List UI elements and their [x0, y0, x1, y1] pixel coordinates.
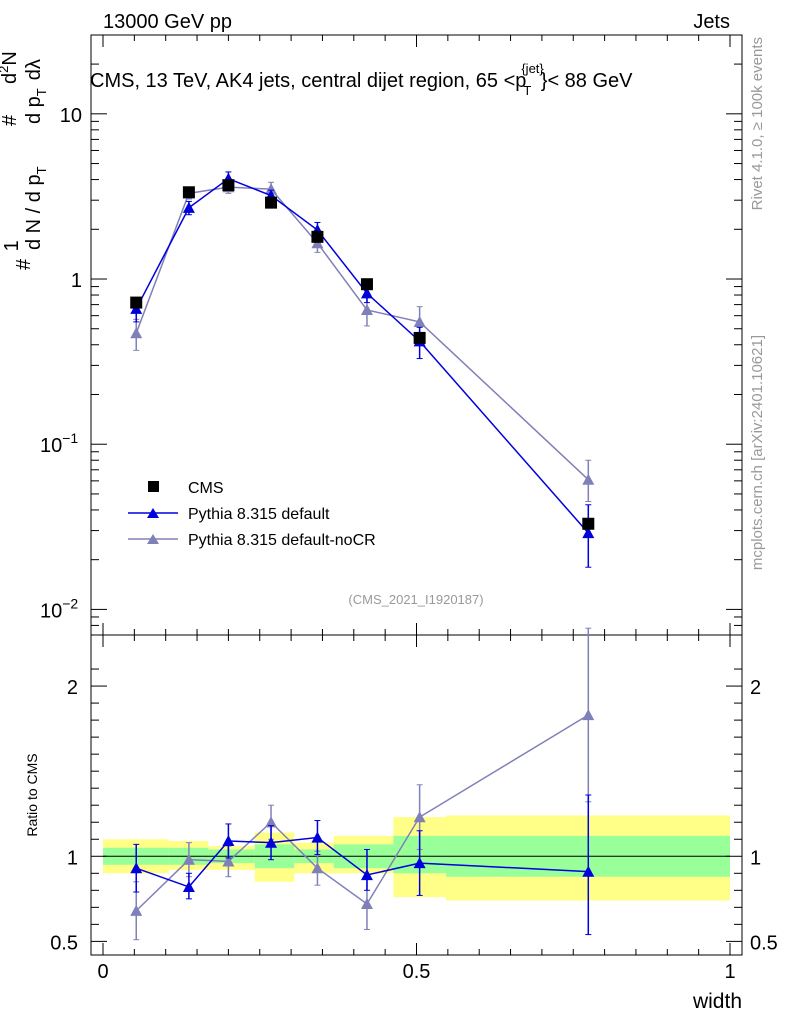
data-point-cms	[130, 296, 143, 309]
ratio-point-mc	[265, 816, 278, 828]
ylabel-d: d	[0, 73, 21, 84]
main-ylabel-text: # 1	[1, 240, 35, 270]
legend-nocr-marker	[147, 534, 159, 544]
data-point-mc	[130, 327, 143, 339]
ratio-point-mc	[130, 862, 143, 874]
data-point-mc	[413, 315, 426, 328]
x-tick-label: 0.5	[403, 961, 431, 983]
side-label-rivet: Rivet 4.1.0, ≥ 100k events	[749, 37, 766, 210]
plot-title-subscript: T	[523, 83, 531, 98]
plot-title-main: CMS, 13 TeV, AK4 jets, central dijet reg…	[90, 70, 526, 92]
x-tick-label: 1	[724, 961, 735, 983]
ylabel-hash-2: #	[0, 114, 21, 126]
ylabel-dpt-sub: T	[34, 88, 49, 96]
x-axis-label: width	[692, 990, 742, 1013]
ylabel-d2n: d2N	[0, 51, 21, 84]
data-point-mc	[265, 183, 278, 195]
ratio-frame	[90, 634, 743, 956]
ylabel-dlambda: dλ	[23, 59, 45, 80]
ylabel-dpt-text: d p	[23, 96, 45, 124]
data-point-mc	[360, 303, 373, 316]
ylabel-n: N	[0, 51, 21, 65]
ratio-bands	[103, 815, 730, 901]
header-right: Jets	[693, 11, 730, 33]
ratio-ytick-label-right: 2	[750, 677, 761, 699]
ratio-ytick-label: 2	[67, 677, 78, 699]
ratio-point-mc	[311, 831, 324, 843]
ratio-point-mc	[360, 897, 373, 910]
ratio-ylabel: Ratio to CMS	[24, 753, 40, 836]
main-series	[130, 171, 595, 568]
plot-title-tail: }< 88 GeV	[541, 70, 633, 92]
data-point-cms	[311, 230, 324, 243]
ratio-series	[130, 627, 595, 941]
main-ytick-label: 10−2	[40, 595, 78, 622]
main-axes: 10 1 10−1 10−2	[40, 34, 743, 636]
ylabel-one: 1	[1, 240, 23, 251]
legend-pythia-marker	[147, 508, 159, 518]
ratio-point-mc	[222, 855, 235, 867]
data-point-mc	[360, 287, 373, 299]
header-left: 13000 GeV pp	[103, 11, 232, 33]
ratio-point-mc	[311, 862, 324, 874]
legend-cms-marker	[148, 481, 159, 492]
ratio-point-mc	[582, 865, 595, 877]
ratio-axes: 0 0.5 1 0.5 0.5 1 1 2 2	[50, 634, 778, 983]
legend-pythia-label: Pythia 8.315 default	[188, 506, 330, 523]
ylabel-dn-dpt: d N / d p	[23, 174, 45, 250]
main-series-line	[135, 186, 589, 481]
ratio-point-mc	[413, 811, 426, 823]
ratio-point-mc	[130, 904, 143, 916]
ratio-point-mc	[222, 834, 235, 847]
data-point-cms	[182, 186, 195, 199]
analysis-id: (CMS_2021_I1920187)	[348, 592, 483, 607]
side-label-mcplots: mcplots.cern.ch [arXiv:2401.10621]	[749, 335, 766, 570]
ratio-point-mc	[582, 709, 595, 721]
main-ytick-label: 10	[60, 105, 82, 127]
data-point-mc	[582, 527, 595, 539]
main-ytick-label: 10−1	[40, 430, 78, 457]
ratio-ytick-label-right: 0.5	[750, 932, 778, 954]
ratio-point-mc	[265, 836, 278, 848]
main-series-line	[135, 177, 589, 534]
main-ylabel: # 1 d N / d pT # d pTdλ d2N	[0, 51, 49, 270]
legend: CMS Pythia 8.315 default Pythia 8.315 de…	[128, 480, 376, 549]
ratio-point-mc	[413, 857, 426, 869]
ratio-ytick-label: 1	[67, 847, 78, 869]
ratio-point-mc	[182, 880, 195, 893]
ratio-ytick-label: 0.5	[50, 932, 78, 954]
ratio-series-line	[135, 714, 589, 912]
ylabel-dpt: d pTdλ	[23, 59, 49, 124]
data-point-mc	[182, 201, 195, 213]
ratio-point-mc	[182, 853, 195, 865]
data-point-cms	[413, 331, 426, 344]
data-point-mc	[582, 473, 595, 485]
data-point-cms	[265, 196, 278, 209]
ylabel-hash-1: #	[13, 258, 35, 270]
ylabel-dn-dpt-sub: T	[34, 166, 49, 174]
plot-title-superscript: {jet}	[521, 61, 544, 76]
plot-title: CMS, 13 TeV, AK4 jets, central dijet reg…	[90, 61, 633, 98]
legend-cms-label: CMS	[188, 480, 224, 497]
legend-nocr-label: Pythia 8.315 default-noCR	[188, 532, 376, 549]
ratio-ytick-label-right: 1	[750, 847, 761, 869]
ratio-point-mc	[360, 869, 373, 881]
data-point-cms	[222, 179, 235, 192]
main-ytick-label: 1	[71, 270, 82, 292]
data-point-cms	[360, 278, 373, 291]
x-tick-label: 0	[97, 961, 108, 983]
ylabel-d-sup: 2	[0, 66, 11, 73]
data-point-cms	[582, 517, 595, 530]
ratio-series-line	[135, 836, 589, 888]
ylabel-denominator: d N / d pT	[23, 166, 49, 250]
